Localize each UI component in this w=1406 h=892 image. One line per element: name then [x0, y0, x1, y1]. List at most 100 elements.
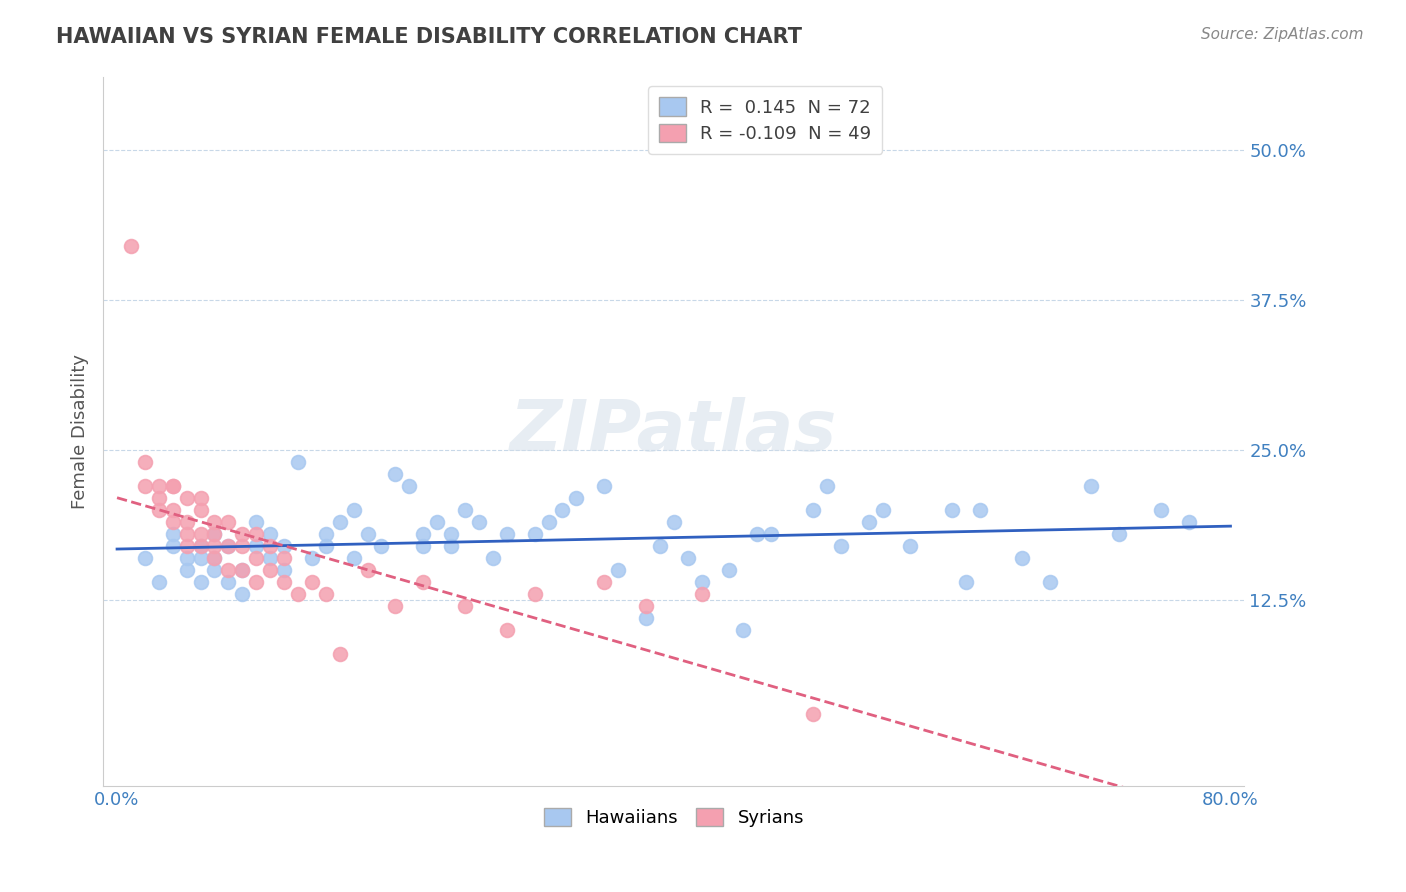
- Point: [1150, 503, 1173, 517]
- Point: [204, 539, 226, 553]
- Point: [1038, 575, 1060, 590]
- Point: [287, 587, 309, 601]
- Point: [204, 527, 226, 541]
- Point: [662, 515, 685, 529]
- Point: [468, 515, 491, 529]
- Point: [523, 527, 546, 541]
- Point: [565, 491, 588, 505]
- Point: [217, 563, 239, 577]
- Point: [329, 515, 352, 529]
- Point: [245, 575, 267, 590]
- Point: [384, 467, 406, 481]
- Point: [718, 563, 741, 577]
- Point: [190, 527, 212, 541]
- Point: [301, 551, 323, 566]
- Point: [204, 515, 226, 529]
- Point: [1177, 515, 1199, 529]
- Y-axis label: Female Disability: Female Disability: [72, 354, 89, 509]
- Point: [315, 539, 337, 553]
- Point: [287, 455, 309, 469]
- Point: [217, 539, 239, 553]
- Point: [134, 551, 156, 566]
- Point: [162, 479, 184, 493]
- Point: [343, 551, 366, 566]
- Point: [148, 575, 170, 590]
- Point: [690, 575, 713, 590]
- Point: [231, 587, 253, 601]
- Point: [148, 503, 170, 517]
- Point: [801, 707, 824, 722]
- Point: [969, 503, 991, 517]
- Point: [204, 551, 226, 566]
- Point: [1080, 479, 1102, 493]
- Point: [495, 624, 517, 638]
- Point: [815, 479, 838, 493]
- Point: [245, 515, 267, 529]
- Point: [273, 563, 295, 577]
- Point: [273, 551, 295, 566]
- Point: [370, 539, 392, 553]
- Text: Source: ZipAtlas.com: Source: ZipAtlas.com: [1201, 27, 1364, 42]
- Point: [259, 539, 281, 553]
- Point: [190, 539, 212, 553]
- Point: [398, 479, 420, 493]
- Point: [259, 527, 281, 541]
- Point: [190, 539, 212, 553]
- Point: [634, 611, 657, 625]
- Point: [648, 539, 671, 553]
- Point: [454, 599, 477, 614]
- Point: [747, 527, 769, 541]
- Point: [162, 527, 184, 541]
- Point: [231, 539, 253, 553]
- Point: [231, 563, 253, 577]
- Point: [259, 563, 281, 577]
- Point: [941, 503, 963, 517]
- Point: [495, 527, 517, 541]
- Point: [607, 563, 630, 577]
- Point: [593, 479, 616, 493]
- Point: [830, 539, 852, 553]
- Point: [537, 515, 560, 529]
- Point: [872, 503, 894, 517]
- Point: [676, 551, 699, 566]
- Point: [482, 551, 505, 566]
- Point: [190, 575, 212, 590]
- Point: [204, 527, 226, 541]
- Point: [231, 563, 253, 577]
- Point: [1011, 551, 1033, 566]
- Point: [523, 587, 546, 601]
- Point: [315, 587, 337, 601]
- Point: [634, 599, 657, 614]
- Point: [245, 539, 267, 553]
- Point: [440, 527, 463, 541]
- Point: [761, 527, 783, 541]
- Point: [245, 527, 267, 541]
- Point: [190, 551, 212, 566]
- Point: [801, 503, 824, 517]
- Point: [176, 551, 198, 566]
- Point: [898, 539, 921, 553]
- Point: [120, 238, 142, 252]
- Point: [315, 527, 337, 541]
- Point: [593, 575, 616, 590]
- Point: [148, 479, 170, 493]
- Point: [231, 527, 253, 541]
- Point: [412, 575, 434, 590]
- Point: [217, 515, 239, 529]
- Point: [384, 599, 406, 614]
- Legend: Hawaiians, Syrians: Hawaiians, Syrians: [537, 800, 811, 834]
- Point: [733, 624, 755, 638]
- Point: [204, 563, 226, 577]
- Point: [176, 563, 198, 577]
- Point: [440, 539, 463, 553]
- Point: [329, 648, 352, 662]
- Text: HAWAIIAN VS SYRIAN FEMALE DISABILITY CORRELATION CHART: HAWAIIAN VS SYRIAN FEMALE DISABILITY COR…: [56, 27, 803, 46]
- Point: [204, 551, 226, 566]
- Point: [426, 515, 449, 529]
- Point: [134, 479, 156, 493]
- Point: [148, 491, 170, 505]
- Point: [259, 551, 281, 566]
- Point: [162, 515, 184, 529]
- Point: [134, 455, 156, 469]
- Point: [162, 479, 184, 493]
